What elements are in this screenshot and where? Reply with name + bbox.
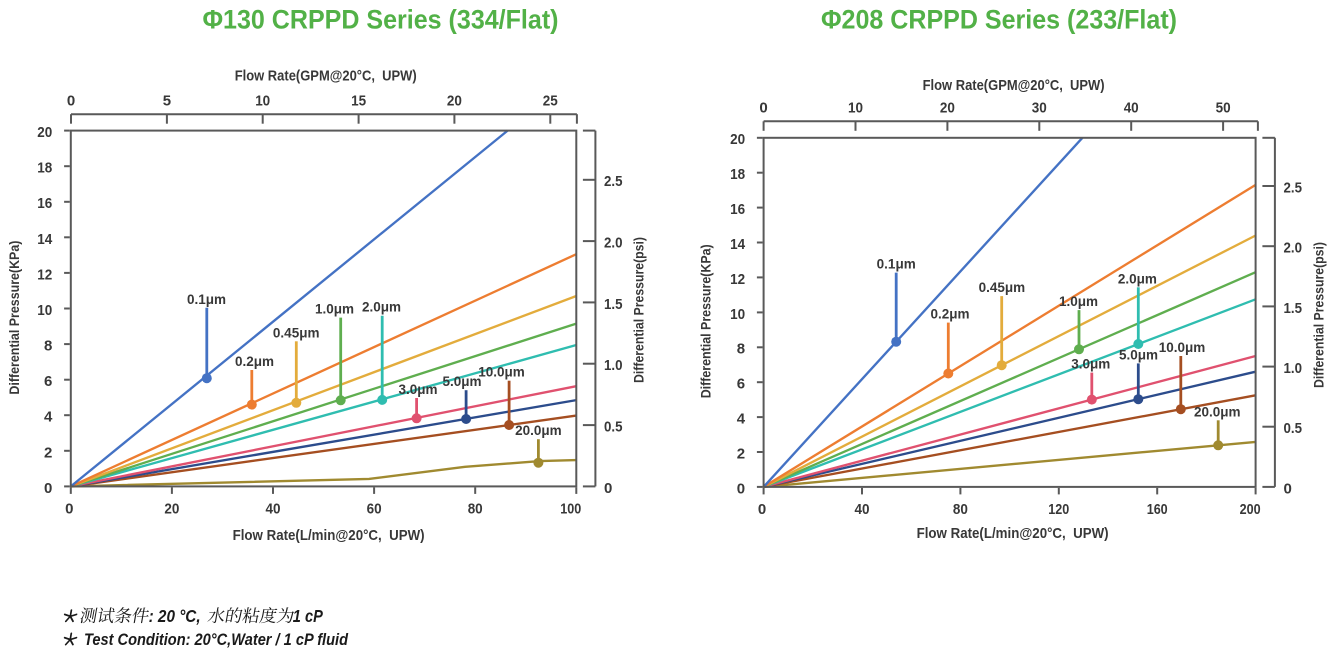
svg-text:50: 50: [1216, 100, 1231, 117]
svg-text:14: 14: [730, 236, 746, 253]
svg-text:80: 80: [953, 501, 968, 518]
svg-text:0.2μm: 0.2μm: [235, 354, 274, 369]
svg-text:10: 10: [255, 92, 270, 109]
svg-text:2.5: 2.5: [604, 173, 623, 190]
svg-text:10: 10: [37, 302, 52, 319]
svg-text:10.0μm: 10.0μm: [478, 365, 525, 380]
svg-text:Flow Rate(L/min@20°C, UPW): Flow Rate(L/min@20°C, UPW): [917, 525, 1109, 542]
svg-text:1.5: 1.5: [604, 296, 623, 313]
svg-text:6: 6: [44, 373, 52, 390]
svg-text:100: 100: [560, 500, 581, 517]
svg-text:20: 20: [164, 500, 179, 517]
svg-text:20: 20: [447, 92, 462, 109]
svg-text:Differential Pressure(psi): Differential Pressure(psi): [631, 237, 647, 383]
svg-text:2.0μm: 2.0μm: [362, 300, 401, 315]
svg-text:5.0μm: 5.0μm: [1119, 347, 1158, 362]
svg-text:20: 20: [37, 124, 52, 141]
svg-text:1.0: 1.0: [604, 357, 623, 374]
svg-text:4: 4: [737, 411, 746, 428]
svg-text:160: 160: [1147, 501, 1168, 518]
svg-text:2.5: 2.5: [1284, 180, 1303, 197]
svg-text:Flow Rate(GPM@20°C, UPW): Flow Rate(GPM@20°C, UPW): [235, 68, 417, 85]
svg-text:2.0: 2.0: [604, 235, 623, 252]
svg-text:40: 40: [855, 501, 870, 518]
svg-text:0: 0: [737, 480, 745, 497]
svg-text:1.0μm: 1.0μm: [1059, 294, 1098, 309]
svg-text:2: 2: [737, 445, 745, 462]
svg-text:2.0: 2.0: [1284, 240, 1303, 257]
svg-text:12: 12: [730, 271, 745, 288]
svg-text:5: 5: [163, 92, 171, 109]
svg-text:10: 10: [848, 100, 863, 117]
svg-text:0: 0: [604, 480, 612, 497]
svg-text:40: 40: [266, 500, 281, 517]
svg-text:0.45μm: 0.45μm: [273, 325, 320, 340]
svg-text:0: 0: [65, 500, 73, 517]
svg-text:30: 30: [1032, 100, 1047, 117]
svg-text:Differential Pressure(psi): Differential Pressure(psi): [1311, 242, 1327, 388]
svg-text:Flow Rate(L/min@20°C, UPW): Flow Rate(L/min@20°C, UPW): [233, 527, 425, 544]
svg-text:1.5: 1.5: [1284, 300, 1303, 317]
svg-text:0.2μm: 0.2μm: [930, 307, 969, 322]
svg-text:18: 18: [730, 166, 745, 183]
svg-text:2.0μm: 2.0μm: [1118, 271, 1157, 286]
svg-text:0.1μm: 0.1μm: [877, 257, 916, 272]
svg-text:Φ130 CRPPD Series (334/Flat): Φ130 CRPPD Series (334/Flat): [203, 4, 559, 34]
svg-text:8: 8: [44, 338, 52, 355]
svg-text:10.0μm: 10.0μm: [1159, 340, 1206, 355]
svg-text:20.0μm: 20.0μm: [1194, 404, 1241, 419]
svg-text:20: 20: [940, 100, 955, 117]
svg-text:80: 80: [468, 500, 483, 517]
svg-text:0.5: 0.5: [604, 419, 623, 436]
svg-text:0: 0: [758, 501, 766, 518]
svg-text:60: 60: [367, 500, 382, 517]
svg-text:14: 14: [37, 231, 53, 248]
svg-text:8: 8: [737, 341, 745, 358]
svg-text:16: 16: [730, 201, 745, 218]
svg-text:0: 0: [759, 100, 767, 117]
svg-text:Differential Pressure(KPa): Differential Pressure(KPa): [6, 241, 22, 395]
svg-text:120: 120: [1048, 501, 1069, 518]
svg-text:200: 200: [1240, 501, 1261, 518]
svg-text:1 cP: 1 cP: [293, 606, 323, 626]
svg-text:3.0μm: 3.0μm: [1071, 357, 1110, 372]
svg-text:16: 16: [37, 195, 52, 212]
svg-text:: 20 °C,: : 20 °C,: [149, 606, 201, 626]
svg-text:4: 4: [44, 409, 53, 426]
svg-text:2: 2: [44, 444, 52, 461]
svg-text:1.0μm: 1.0μm: [315, 302, 354, 317]
svg-text:Test Condition: 20°C,Water / 1: Test Condition: 20°C,Water / 1 cP fluid: [84, 630, 349, 649]
svg-text:25: 25: [543, 92, 558, 109]
svg-text:20: 20: [730, 131, 745, 148]
svg-text:10: 10: [730, 306, 745, 323]
svg-text:20.0μm: 20.0μm: [515, 423, 562, 438]
svg-text:Flow Rate(GPM@20°C, UPW): Flow Rate(GPM@20°C, UPW): [923, 77, 1105, 94]
svg-text:0: 0: [44, 480, 52, 497]
svg-text:0: 0: [1284, 480, 1292, 497]
svg-text:5.0μm: 5.0μm: [442, 374, 481, 389]
svg-text:Φ208 CRPPD Series (233/Flat): Φ208 CRPPD Series (233/Flat): [821, 4, 1177, 34]
svg-text:12: 12: [37, 266, 52, 283]
svg-text:1.0: 1.0: [1284, 360, 1303, 377]
svg-text:0.45μm: 0.45μm: [979, 280, 1026, 295]
svg-text:0: 0: [67, 92, 75, 109]
svg-text:0.1μm: 0.1μm: [187, 292, 226, 307]
svg-text:15: 15: [351, 92, 366, 109]
svg-text:6: 6: [737, 376, 745, 393]
svg-text:40: 40: [1124, 100, 1139, 117]
svg-text:Differential Pressure(KPa): Differential Pressure(KPa): [698, 244, 714, 398]
svg-text:18: 18: [37, 160, 52, 177]
svg-text:0.5: 0.5: [1284, 420, 1303, 437]
svg-text:3.0μm: 3.0μm: [398, 382, 437, 397]
